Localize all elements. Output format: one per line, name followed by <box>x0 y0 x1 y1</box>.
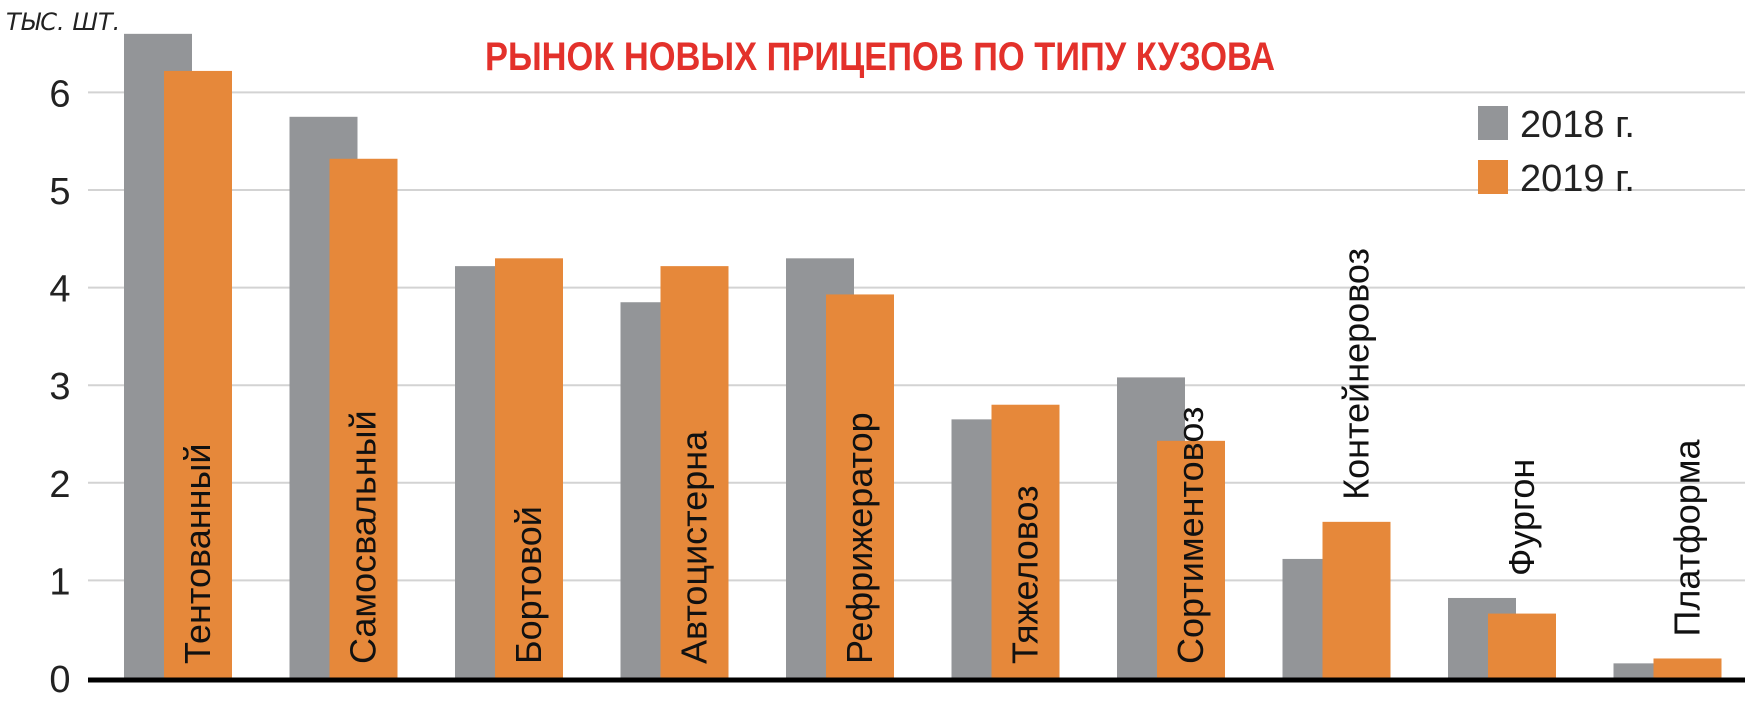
y-tick-label: 3 <box>49 366 70 408</box>
bar-2019 <box>660 266 729 678</box>
category-label: Тяжеловоз <box>1005 485 1046 664</box>
y-axis-ticks: 0 1 2 3 4 5 6 <box>49 73 70 701</box>
legend-label: 2018 г. <box>1520 104 1635 146</box>
category-label: Контейнеровоз <box>1336 248 1377 500</box>
bar-2019 <box>495 258 563 678</box>
y-tick-label: 2 <box>49 464 70 506</box>
bar-2019 <box>1157 440 1225 678</box>
bar-2019 <box>826 294 894 678</box>
bar-2019 <box>1653 658 1722 678</box>
category-label: Фургон <box>1501 459 1542 576</box>
bar-2019 <box>1488 613 1556 678</box>
category-label: Тентованный <box>177 444 218 664</box>
y-tick-label: 1 <box>49 561 70 603</box>
y-axis-unit-label: ТЫС. ШТ. <box>6 8 120 36</box>
bar-2019 <box>329 158 398 678</box>
bar-2019 <box>164 70 232 679</box>
y-tick-label: 4 <box>49 269 70 311</box>
legend: 2018 г. 2019 г. <box>1478 104 1635 200</box>
category-label: Самосвальный <box>343 410 384 664</box>
category-label: Рефрижератор <box>839 412 880 664</box>
legend-swatch <box>1478 160 1508 194</box>
y-tick-label: 0 <box>49 659 70 701</box>
y-tick-label: 5 <box>49 171 70 213</box>
category-label: Сортиментовоз <box>1170 407 1211 664</box>
bar-2019 <box>991 404 1060 678</box>
category-label: Платформа <box>1667 438 1708 636</box>
chart-title: РЫНОК НОВЫХ ПРИЦЕПОВ ПО ТИПУ КУЗОВА <box>485 35 1275 79</box>
category-labels-layer: Тентованный Самосвальный Бортовой Автоцисте… <box>177 248 1708 664</box>
legend-swatch <box>1478 106 1508 140</box>
legend-label: 2019 г. <box>1520 158 1635 200</box>
bars-layer <box>124 33 1722 679</box>
category-label: Бортовой <box>508 506 549 664</box>
y-tick-label: 6 <box>49 73 70 115</box>
bar-2019 <box>1322 521 1391 678</box>
category-label: Автоцистерна <box>674 430 715 664</box>
